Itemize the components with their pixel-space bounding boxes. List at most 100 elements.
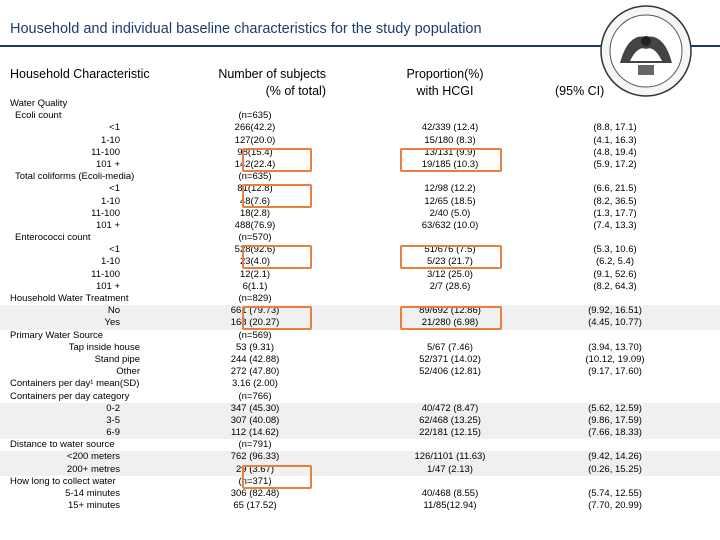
row-label: <1 <box>109 183 120 195</box>
row-number-of-subjects: 266(42.2) <box>234 122 276 134</box>
row-number-of-subjects: 528(92.6) <box>234 244 276 256</box>
highlight-box-coliform-n <box>242 184 312 208</box>
row-label: Enterococci count <box>15 232 91 244</box>
row-confidence-interval: (10.12, 19.09) <box>585 353 645 365</box>
row-label: Tap inside house <box>68 341 140 353</box>
row-label: 6-9 <box>106 427 120 439</box>
row-proportion: 63/632 (10.0) <box>421 219 479 231</box>
row-number-of-subjects: 488(76.9) <box>234 219 276 231</box>
row-number-of-subjects: (n=570) <box>238 232 272 244</box>
header-95-ci: (95% CI) <box>555 84 605 98</box>
row-proportion: 15/180 (8.3) <box>424 134 476 146</box>
table-row: No 661 (79.73) 89/692 (12.86) (9.92, 16.51) <box>0 305 720 318</box>
row-proportion: 40/468 (8.55) <box>421 488 479 499</box>
table-row: 101 + 6(1.1) 2/7 (28.6) (8.2, 64.3) <box>0 281 720 293</box>
row-number-of-subjects: 29 (3.67) <box>235 463 275 475</box>
row-label: 11-100 <box>91 207 120 219</box>
row-confidence-interval: (8.2, 36.5) <box>593 195 637 207</box>
table-row: Ecoli count (n=635) <box>0 110 720 122</box>
row-label: 200+ metres <box>66 463 120 475</box>
row-confidence-interval: (3.94, 13.70) <box>588 341 642 353</box>
row-proportion: 40/472 (8.47) <box>421 402 479 414</box>
row-proportion: 5/23 (21.7) <box>427 256 473 268</box>
table-row: 101 + 488(76.9) 63/632 (10.0) (7.4, 13.3) <box>0 220 720 232</box>
row-proportion: 21/280 (6.98) <box>421 317 479 329</box>
highlight-box-treatment-prop <box>400 306 502 330</box>
row-proportion: 3/12 (25.0) <box>427 268 473 280</box>
row-confidence-interval: (9.1, 52.6) <box>593 268 637 280</box>
row-number-of-subjects: 53 (9.31) <box>235 341 275 353</box>
row-number-of-subjects: (n=829) <box>238 293 272 304</box>
table-row: 1-10 23(4.0) 5/23 (21.7) (6.2, 5.4) <box>0 256 720 268</box>
row-number-of-subjects: 347 (45.30) <box>230 402 280 414</box>
row-number-of-subjects: 6(1.1) <box>242 280 268 292</box>
row-label: Other <box>116 366 140 378</box>
row-number-of-subjects: 272 (47.80) <box>230 366 280 378</box>
row-number-of-subjects: 142(22.4) <box>234 158 276 170</box>
table-row: Yes 168 (20.27) 21/280 (6.98) (4.45, 10.77) <box>0 317 720 330</box>
row-label: Distance to water source <box>10 439 115 451</box>
university-seal-logo <box>600 5 692 97</box>
table-row: Distance to water source (n=791) <box>0 439 720 451</box>
row-label: <200 meters <box>66 451 120 463</box>
row-label: 5-14 minutes <box>65 488 120 499</box>
row-confidence-interval: (6.2, 5.4) <box>595 256 635 268</box>
row-label: Household Water Treatment <box>10 293 129 304</box>
row-proportion: 52/371 (14.02) <box>419 353 481 365</box>
row-number-of-subjects: (n=371) <box>238 475 272 487</box>
row-confidence-interval: (0.26, 15.25) <box>588 463 642 475</box>
row-label: Water Quality <box>10 98 68 109</box>
row-label: 0-2 <box>106 402 120 414</box>
highlight-box-enterococci-n <box>242 245 312 269</box>
row-confidence-interval: (9.92, 16.51) <box>588 305 642 317</box>
row-number-of-subjects: (n=766) <box>238 390 272 402</box>
row-number-of-subjects: 23(4.0) <box>239 256 271 268</box>
row-proportion: 89/692 (12.86) <box>419 305 481 317</box>
header-proportion-hcgi: Proportion(%) with HCGI <box>406 67 484 98</box>
row-number-of-subjects: 18(2.8) <box>239 207 271 219</box>
row-label: Containers per day¹ mean(SD) <box>10 378 140 390</box>
row-number-of-subjects: (n=635) <box>238 171 272 183</box>
row-confidence-interval: (5.9, 17.2) <box>593 158 637 170</box>
row-number-of-subjects: 306 (82.48) <box>230 488 280 499</box>
row-confidence-interval: (7.70, 20.99) <box>588 500 642 512</box>
row-number-of-subjects: 127(20.0) <box>234 134 276 146</box>
table-row: <1 528(92.6) 51/676 (7.5) (5.3, 10.6) <box>0 244 720 256</box>
row-proportion: 2/40 (5.0) <box>429 207 471 219</box>
row-confidence-interval: (7.4, 13.3) <box>593 219 637 231</box>
table-row: Stand pipe 244 (42.88) 52/371 (14.02) (10.1… <box>0 354 720 366</box>
row-label: <1 <box>109 122 120 134</box>
highlight-box-treatment-n <box>242 306 312 330</box>
row-proportion: 11/85(12.94) <box>423 500 477 512</box>
table-row: How long to collect water (n=371) <box>0 476 720 488</box>
row-confidence-interval: (7.66, 18.33) <box>588 427 642 439</box>
row-proportion: 62/468 (13.25) <box>419 414 481 426</box>
table-row: 11-100 18(2.8) 2/40 (5.0) (1.3, 17.7) <box>0 208 720 220</box>
table-row: <200 meters 762 (96.33) 126/1101 (11.63) (9… <box>0 451 720 464</box>
table-row: 3-5 307 (40.08) 62/468 (13.25) (9.86, 17.59… <box>0 414 720 428</box>
table-row: 101 + 142(22.4) 19/185 (10.3) (5.9, 17.2) <box>0 159 720 171</box>
header-household-characteristic: Household Characteristic <box>10 67 150 81</box>
row-proportion: 1/47 (2.13) <box>427 463 473 475</box>
row-number-of-subjects: (n=791) <box>238 439 272 451</box>
table-row: Other 272 (47.80) 52/406 (12.81) (9.17, 17.… <box>0 366 720 378</box>
row-number-of-subjects: 762 (96.33) <box>230 451 280 463</box>
table-row: 1-10 48(7.6) 12/65 (18.5) (8.2, 36.5) <box>0 196 720 208</box>
row-label: Stand pipe <box>94 353 140 365</box>
table-row: 0-2 347 (45.30) 40/472 (8.47) (5.62, 12.59) <box>0 402 720 415</box>
row-label: 1-10 <box>100 256 120 268</box>
row-label: 1-10 <box>100 195 120 207</box>
row-label: Yes <box>104 317 121 329</box>
table-row: Water Quality <box>0 98 720 110</box>
characteristics-table: Water Quality Ecoli count (n=635) <1 266(42.… <box>0 98 720 512</box>
row-label: No <box>107 305 120 317</box>
table-row: 11-100 12(2.1) 3/12 (25.0) (9.1, 52.6) <box>0 269 720 281</box>
row-proportion: 51/676 (7.5) <box>424 244 476 256</box>
row-label: 101 + <box>95 280 120 292</box>
table-row: 5-14 minutes 306 (82.48) 40/468 (8.55) (5.7… <box>0 488 720 500</box>
row-number-of-subjects: 661 (79.73) <box>230 305 280 317</box>
title-rule <box>0 45 720 47</box>
table-row: Containers per day category (n=766) <box>0 391 720 403</box>
row-label: 101 + <box>95 158 120 170</box>
row-number-of-subjects: 12(2.1) <box>239 268 271 280</box>
